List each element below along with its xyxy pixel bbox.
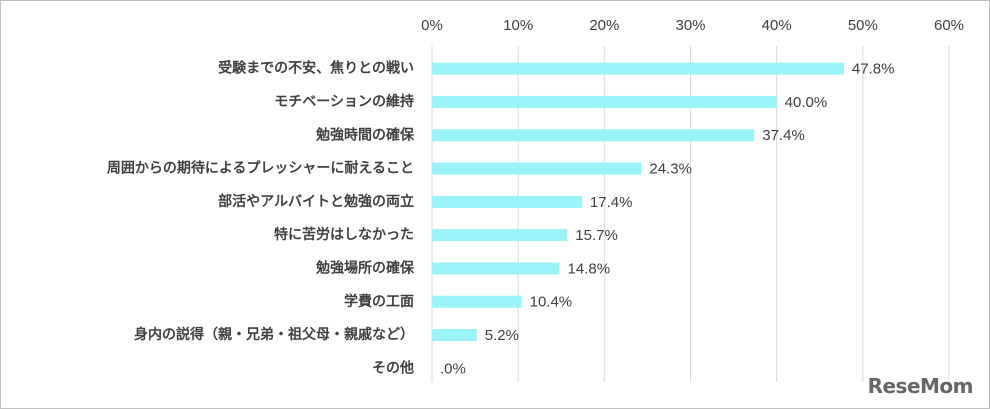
bar (432, 229, 568, 242)
category-label: モチベーションの維持 (274, 93, 414, 110)
bar (432, 129, 755, 142)
data-label: 24.3% (649, 161, 692, 178)
data-label: 47.8% (852, 61, 895, 78)
bar (432, 329, 477, 342)
bar (432, 295, 522, 308)
data-label: 5.2% (485, 327, 519, 344)
category-label: 周囲からの期待によるプレッシャーに耐えること (107, 160, 414, 177)
bar (432, 162, 642, 175)
category-label: 勉強時間の確保 (315, 126, 415, 143)
x-tick-label: 30% (675, 17, 705, 34)
category-label: 身内の説得（親・兄弟・祖父母・親戚など） (134, 326, 414, 343)
bar (432, 262, 560, 275)
data-label: 37.4% (762, 127, 805, 144)
x-tick-label: 60% (934, 17, 964, 34)
category-label: その他 (372, 359, 414, 376)
x-tick-label: 0% (421, 17, 443, 34)
data-label: 14.8% (568, 260, 611, 277)
bar (432, 95, 777, 108)
x-tick-label: 50% (848, 17, 878, 34)
bar (432, 195, 582, 208)
category-label: 部活やアルバイトと勉強の両立 (218, 193, 414, 210)
data-label: 40.0% (785, 94, 828, 111)
resemom-logo: ReseMom (867, 374, 974, 398)
bar (432, 62, 844, 75)
category-label: 学費の工面 (344, 293, 414, 310)
data-label: .0% (440, 360, 466, 377)
category-label: 受験までの不安、焦りとの戦い (218, 60, 414, 77)
x-tick-label: 40% (762, 17, 792, 34)
x-tick-label: 10% (503, 17, 533, 34)
category-label: 勉強場所の確保 (315, 259, 415, 276)
x-tick-label: 20% (589, 17, 619, 34)
data-label: 17.4% (590, 194, 633, 211)
data-label: 10.4% (530, 294, 573, 311)
category-label: 特に苦労はしなかった (274, 226, 414, 243)
data-label: 15.7% (575, 227, 618, 244)
